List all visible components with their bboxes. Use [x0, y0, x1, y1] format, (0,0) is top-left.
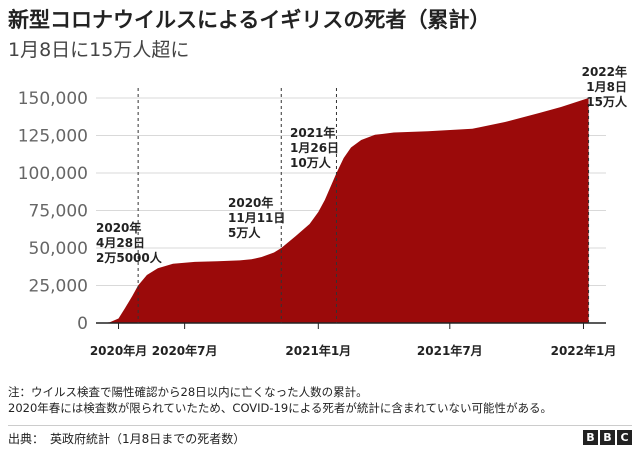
- annotation-label: 1月26日: [290, 141, 339, 155]
- chart-svg: 0 25,000 50,000 75,000 100,000 125,000 150,000…: [18, 64, 628, 358]
- annotation-label: 4月28日: [96, 236, 145, 250]
- y-axis-tick-labels: 0 25,000 50,000 75,000 100,000 125,000 150,000: [18, 89, 88, 334]
- y-tick-label: 0: [77, 314, 88, 334]
- annotation-label: 2022年: [582, 64, 627, 79]
- y-tick-label: 100,000: [18, 164, 88, 184]
- annotation-label: 10万人: [290, 155, 332, 170]
- footnote: 注：ウイルス検査で陽性確認から28日以内に亡くなった人数の累計。 2020年春に…: [8, 384, 552, 416]
- x-axis: 2020年月 2020年7月 2021年1月 2021年7月 2022年1月: [90, 322, 617, 358]
- area-series: [96, 98, 589, 323]
- area-fill: [96, 98, 589, 323]
- x-tick-label: 2020年7月: [152, 343, 218, 358]
- x-tick-label: 2022年1月: [551, 343, 617, 358]
- logo-letter: C: [617, 430, 632, 445]
- footer-divider: [8, 425, 632, 426]
- bbc-logo: B B C: [583, 430, 632, 445]
- source-text: 出典： 英政府統計（1月8日までの死者数）: [8, 432, 246, 446]
- footnote-line-2: 2020年春には検査数が限られていたため、COVID-19による死者が統計に含ま…: [8, 401, 553, 415]
- annotation-label: 2020年: [96, 220, 141, 235]
- y-tick-label: 125,000: [18, 127, 88, 147]
- logo-letter: B: [600, 430, 615, 445]
- annotation-label: 15万人: [586, 94, 628, 109]
- y-tick-label: 25,000: [29, 277, 88, 297]
- annotations: 2020年4月28日2万5000人2020年11月11日5万人2021年1月26…: [96, 64, 628, 323]
- footnote-line-1: 注：ウイルス検査で陽性確認から28日以内に亡くなった人数の累計。: [8, 385, 368, 399]
- annotation-label: 1月8日: [586, 80, 627, 94]
- x-tick-label: 2021年1月: [285, 343, 351, 358]
- annotation-label: 5万人: [228, 225, 261, 240]
- y-tick-label: 50,000: [29, 239, 88, 259]
- annotation-label: 2万5000人: [96, 250, 163, 265]
- annotation-label: 11月11日: [228, 211, 285, 225]
- y-tick-label: 150,000: [18, 89, 88, 109]
- chart-subtitle: 1月8日に15万人超に: [8, 39, 190, 61]
- chart-title: 新型コロナウイルスによるイギリスの死者（累計）: [8, 8, 491, 32]
- annotation-label: 2020年: [228, 195, 273, 210]
- annotation-label: 2021年: [290, 125, 335, 140]
- y-tick-label: 75,000: [29, 202, 88, 222]
- x-tick-label: 2020年月: [90, 343, 147, 358]
- x-tick-label: 2021年7月: [417, 343, 483, 358]
- logo-letter: B: [583, 430, 598, 445]
